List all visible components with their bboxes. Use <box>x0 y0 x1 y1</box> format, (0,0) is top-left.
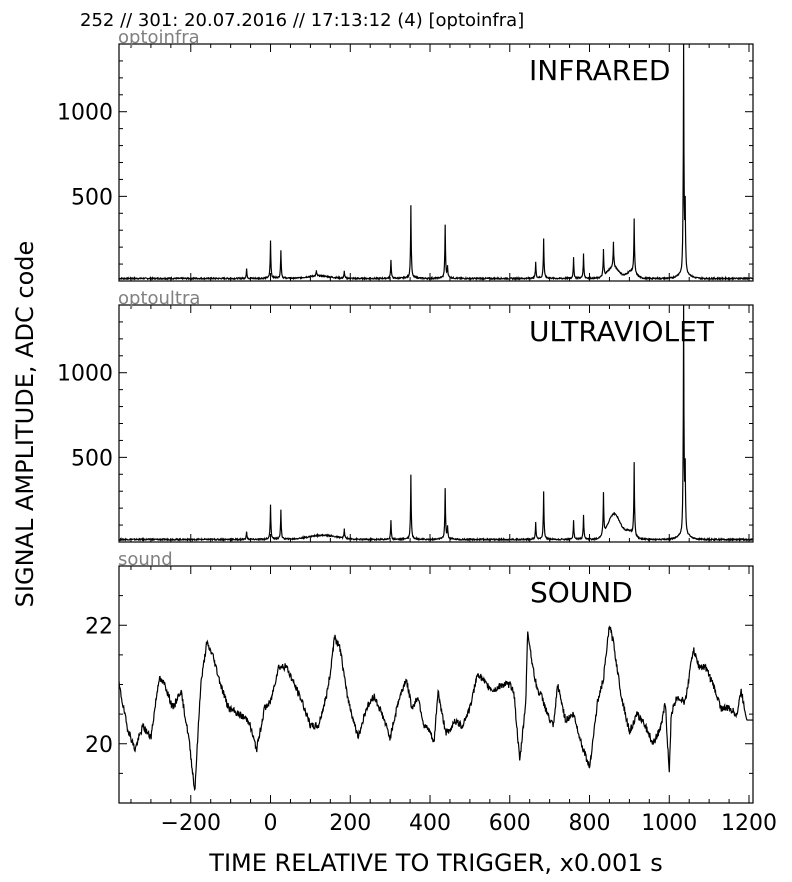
optoinfra-channel-label: optoinfra <box>118 27 200 48</box>
sound-channel-label: sound <box>118 549 173 570</box>
xtick-label: 200 <box>329 811 371 836</box>
xtick-label: 600 <box>489 811 531 836</box>
panel-sound: 20 22 −200 0 200 400 600 800 1000 1200 sound SOUND <box>85 549 777 836</box>
optoinfra-ytick-label: 500 <box>71 185 113 210</box>
optoultra-channel-label: optoultra <box>118 288 200 309</box>
y-axis-title: SIGNAL AMPLITUDE, ADC code <box>11 241 39 608</box>
xtick-label: 1200 <box>721 811 777 836</box>
xtick-label: 0 <box>264 811 278 836</box>
sound-ytick-label: 22 <box>85 614 113 639</box>
panel-optoultra: 500 1000 optoultra ULTRAVIOLET <box>57 288 754 543</box>
optoinfra-signal-line <box>119 44 753 281</box>
optoultra-signal-line <box>119 305 753 542</box>
sound-ytick-label: 20 <box>85 733 113 758</box>
sound-panel-title: SOUND <box>530 576 633 609</box>
xtick-label: 800 <box>569 811 611 836</box>
xtick-label: 1000 <box>641 811 697 836</box>
optoultra-panel-title: ULTRAVIOLET <box>529 315 715 348</box>
sound-signal-line <box>119 625 753 792</box>
sound-plot-frame <box>118 565 754 804</box>
chart-header: 252 // 301: 20.07.2016 // 17:13:12 (4) [… <box>80 10 524 31</box>
x-axis-title: TIME RELATIVE TO TRIGGER, x0.001 s <box>208 849 662 877</box>
optoultra-ytick-label: 1000 <box>57 362 113 387</box>
optoinfra-panel-title: INFRARED <box>529 54 671 87</box>
optoultra-ytick-label: 500 <box>71 446 113 471</box>
xtick-label: −200 <box>161 811 221 836</box>
optoinfra-ytick-label: 1000 <box>57 101 113 126</box>
xtick-label: 400 <box>409 811 451 836</box>
panel-optoinfra: 500 1000 optoinfra INFRARED <box>57 27 754 282</box>
